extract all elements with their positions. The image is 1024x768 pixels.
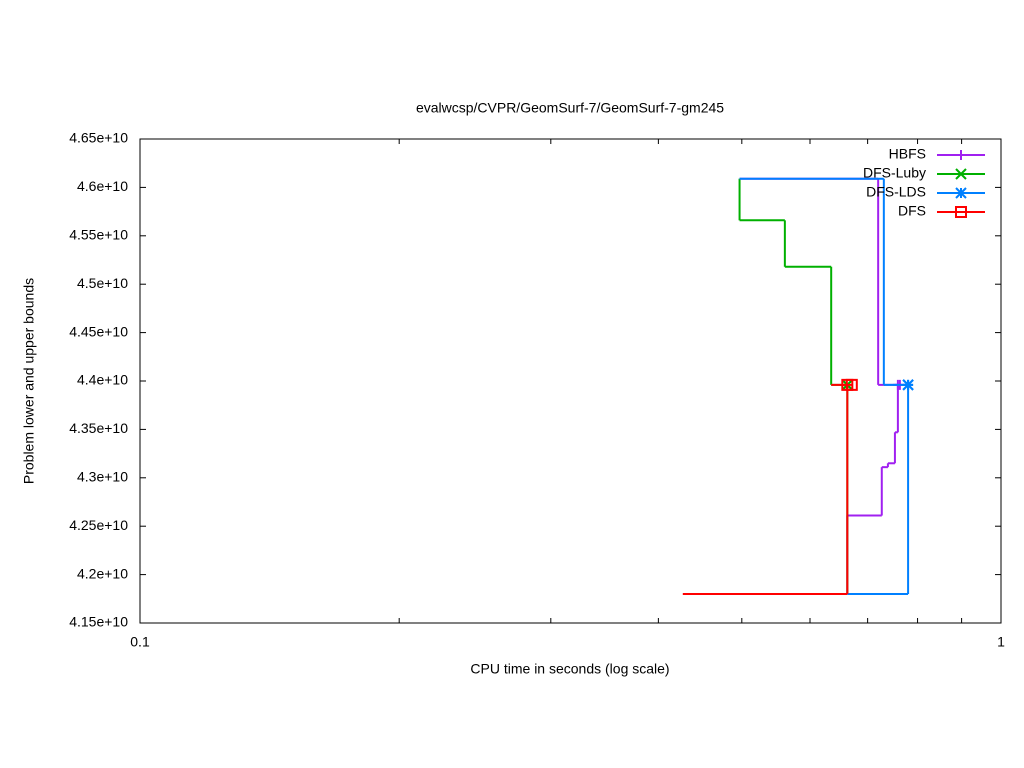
y-tick-label: 4.25e+10 [69,517,128,533]
legend-label: DFS [898,203,926,219]
y-tick-label: 4.35e+10 [69,420,128,436]
y-tick-label: 4.3e+10 [77,469,128,485]
y-tick-label: 4.2e+10 [77,565,128,581]
legend-label: DFS-Luby [863,165,926,181]
legend-label: DFS-LDS [866,184,926,200]
x-axis-label: CPU time in seconds (log scale) [470,661,669,677]
y-axis-label: Problem lower and upper bounds [21,278,37,484]
y-tick-label: 4.45e+10 [69,323,128,339]
y-tick-label: 4.5e+10 [77,275,128,291]
marker [902,379,914,391]
y-tick-label: 4.6e+10 [77,178,128,194]
marker [955,187,967,199]
legend-label: HBFS [889,146,926,162]
x-tick-label: 0.1 [130,634,150,650]
marker [956,150,966,160]
y-tick-label: 4.65e+10 [69,130,128,146]
marker [955,168,967,180]
plot-frame [139,138,1002,624]
chart-title: evalwcsp/CVPR/GeomSurf-7/GeomSurf-7-gm24… [416,100,724,116]
x-tick-label: 1 [997,634,1005,650]
y-tick-label: 4.4e+10 [77,372,128,388]
marker [841,378,854,391]
marker [955,206,967,218]
y-tick-label: 4.55e+10 [69,227,128,243]
y-tick-label: 4.15e+10 [69,614,128,630]
